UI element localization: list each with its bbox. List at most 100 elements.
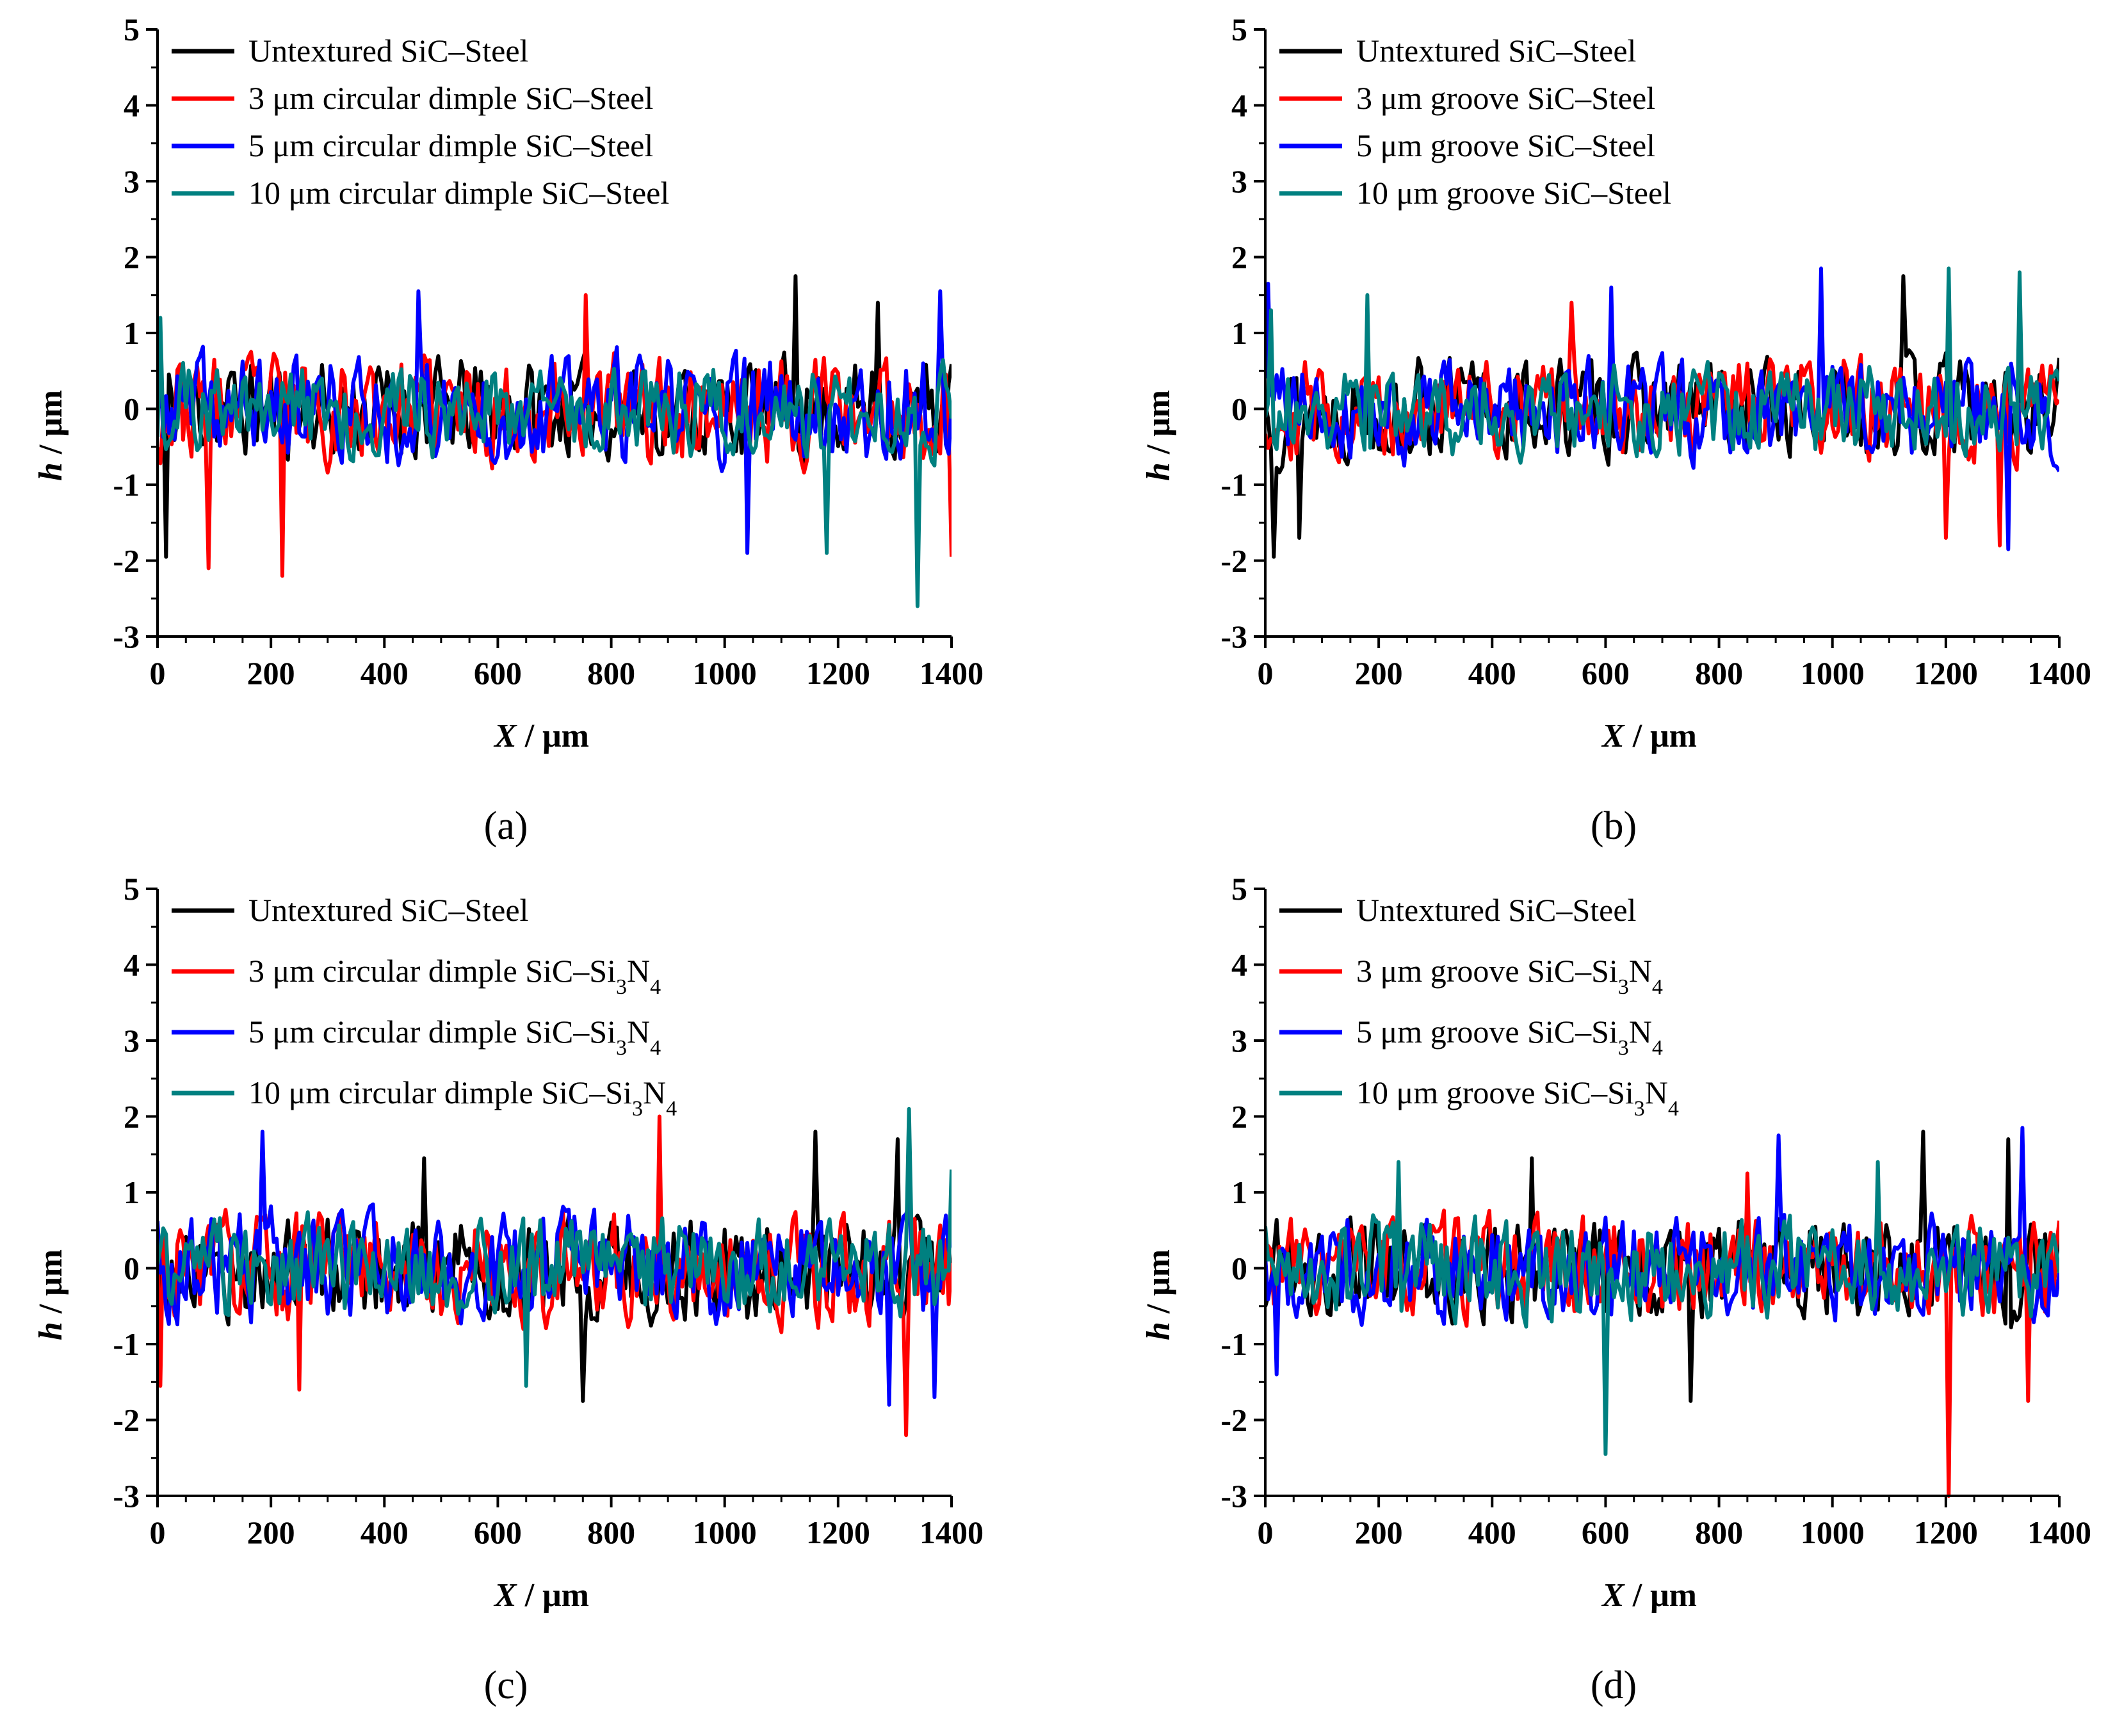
y-tick-label: 3 bbox=[124, 1023, 140, 1059]
legend-label-4: 10 μm groove SiC–Si3N4 bbox=[1356, 1075, 1679, 1121]
x-tick-label: 200 bbox=[1355, 1514, 1403, 1550]
y-axis-title: h / μm bbox=[33, 1249, 69, 1340]
series-group bbox=[158, 274, 952, 608]
series-group bbox=[158, 1107, 952, 1438]
x-tick-label: 0 bbox=[1258, 1514, 1274, 1550]
y-tick-label: -1 bbox=[113, 467, 140, 503]
y-tick-label: 1 bbox=[1231, 1174, 1247, 1210]
panel-label: (a) bbox=[484, 804, 528, 848]
y-tick-label: -2 bbox=[1220, 1402, 1247, 1438]
y-tick-label: -3 bbox=[1220, 619, 1247, 654]
chart-panel-d: -3 -2 -1 0 1 2 3 4 5 0 200 400 600 800 1000 1200 1400 X /… bbox=[1140, 871, 2091, 1707]
x-tick-label: 400 bbox=[1468, 655, 1516, 691]
x-tick-label: 600 bbox=[474, 655, 522, 691]
y-tick-label: 4 bbox=[1231, 947, 1247, 983]
y-tick-label: -3 bbox=[113, 619, 140, 654]
y-tick-label: 2 bbox=[1231, 239, 1247, 275]
x-tick-label: 1200 bbox=[1914, 1514, 1978, 1550]
y-tick-label: 5 bbox=[124, 12, 140, 47]
y-tick-label: -3 bbox=[1220, 1478, 1247, 1514]
series-line-3 bbox=[158, 289, 952, 555]
x-tick-label: 400 bbox=[1468, 1514, 1516, 1550]
panel-label: (d) bbox=[1591, 1664, 1637, 1707]
y-tick-label: 1 bbox=[124, 1174, 140, 1210]
legend-label-2: 3 μm circular dimple SiC–Steel bbox=[248, 80, 653, 116]
y-tick-label: -3 bbox=[113, 1478, 140, 1514]
legend-label-2: 3 μm groove SiC–Si3N4 bbox=[1356, 953, 1663, 999]
x-tick-label: 1000 bbox=[1801, 1514, 1865, 1550]
x-tick-label: 1000 bbox=[693, 655, 757, 691]
legend-label-1: Untextured SiC–Steel bbox=[1356, 33, 1636, 69]
x-tick-label: 800 bbox=[1695, 1514, 1743, 1550]
x-tick-label: 1400 bbox=[920, 655, 984, 691]
x-tick-label: 400 bbox=[361, 1514, 409, 1550]
y-tick-label: -2 bbox=[113, 543, 140, 579]
series-line-4 bbox=[158, 316, 952, 608]
legend-label-4: 10 μm circular dimple SiC–Si3N4 bbox=[248, 1075, 677, 1121]
legend-label-3: 5 μm circular dimple SiC–Si3N4 bbox=[248, 1014, 661, 1060]
x-tick-label: 800 bbox=[1695, 655, 1743, 691]
x-tick-label: 0 bbox=[150, 655, 166, 691]
chart-panel-a: -3 -2 -1 0 1 2 3 4 5 0 200 400 600 800 1000 1200 1400 X /… bbox=[33, 12, 984, 848]
legend-label-4: 10 μm groove SiC–Steel bbox=[1356, 175, 1671, 211]
y-tick-label: 4 bbox=[124, 88, 140, 124]
y-tick-label: -2 bbox=[1220, 543, 1247, 579]
legend-label-1: Untextured SiC–Steel bbox=[1356, 892, 1636, 928]
y-axis-title: h / μm bbox=[33, 390, 69, 481]
x-tick-label: 1200 bbox=[806, 1514, 870, 1550]
y-tick-label: 1 bbox=[1231, 315, 1247, 351]
y-tick-label: 3 bbox=[1231, 1023, 1247, 1059]
x-tick-label: 1400 bbox=[2027, 655, 2091, 691]
y-axis-title: h / μm bbox=[1140, 1249, 1177, 1340]
x-tick-label: 1000 bbox=[1801, 655, 1865, 691]
y-tick-label: -1 bbox=[1220, 467, 1247, 503]
y-tick-label: 4 bbox=[124, 947, 140, 983]
y-tick-label: 0 bbox=[1231, 391, 1247, 427]
x-tick-label: 1400 bbox=[920, 1514, 984, 1550]
legend-label-3: 5 μm groove SiC–Si3N4 bbox=[1356, 1014, 1663, 1060]
series-line-4 bbox=[1265, 266, 2059, 465]
y-tick-label: -1 bbox=[1220, 1326, 1247, 1362]
y-tick-label: 1 bbox=[124, 315, 140, 351]
y-tick-label: -2 bbox=[113, 1402, 140, 1438]
y-tick-label: 5 bbox=[1231, 871, 1247, 907]
legend-label-1: Untextured SiC–Steel bbox=[248, 33, 528, 69]
chart-panel-b: -3 -2 -1 0 1 2 3 4 5 0 200 400 600 800 1000 1200 1400 X /… bbox=[1140, 12, 2091, 848]
series-group bbox=[1265, 266, 2059, 559]
legend-label-2: 3 μm groove SiC–Steel bbox=[1356, 80, 1655, 116]
y-tick-label: 3 bbox=[1231, 163, 1247, 199]
x-tick-label: 1000 bbox=[693, 1514, 757, 1550]
series-line-4 bbox=[1265, 1160, 2059, 1456]
x-tick-label: 200 bbox=[247, 1514, 295, 1550]
x-tick-label: 0 bbox=[150, 1514, 166, 1550]
y-tick-label: 2 bbox=[124, 239, 140, 275]
x-tick-label: 600 bbox=[1582, 1514, 1630, 1550]
x-tick-label: 1200 bbox=[1914, 655, 1978, 691]
legend-label-1: Untextured SiC–Steel bbox=[248, 892, 528, 928]
x-axis-title: X / μm bbox=[1601, 718, 1697, 754]
y-tick-label: 2 bbox=[1231, 1099, 1247, 1135]
x-axis-title: X / μm bbox=[493, 718, 589, 754]
y-tick-label: 0 bbox=[1231, 1251, 1247, 1286]
series-line-1 bbox=[158, 274, 952, 559]
x-tick-label: 0 bbox=[1258, 655, 1274, 691]
legend-label-4: 10 μm circular dimple SiC–Steel bbox=[248, 175, 669, 211]
x-tick-label: 1200 bbox=[806, 655, 870, 691]
y-tick-label: 5 bbox=[124, 871, 140, 907]
x-axis-title: X / μm bbox=[493, 1577, 589, 1614]
x-tick-label: 200 bbox=[247, 655, 295, 691]
x-axis-title: X / μm bbox=[1601, 1577, 1697, 1614]
series-line-2 bbox=[1265, 1171, 2059, 1498]
x-tick-label: 800 bbox=[587, 655, 635, 691]
y-tick-label: 5 bbox=[1231, 12, 1247, 47]
legend-label-3: 5 μm circular dimple SiC–Steel bbox=[248, 127, 653, 163]
x-tick-label: 800 bbox=[587, 1514, 635, 1550]
legend-label-3: 5 μm groove SiC–Steel bbox=[1356, 127, 1655, 163]
y-axis-title: h / μm bbox=[1140, 390, 1177, 481]
series-group bbox=[1265, 1126, 2059, 1498]
y-tick-label: 3 bbox=[124, 163, 140, 199]
y-tick-label: 2 bbox=[124, 1099, 140, 1135]
x-tick-label: 400 bbox=[361, 655, 409, 691]
y-tick-label: -1 bbox=[113, 1326, 140, 1362]
